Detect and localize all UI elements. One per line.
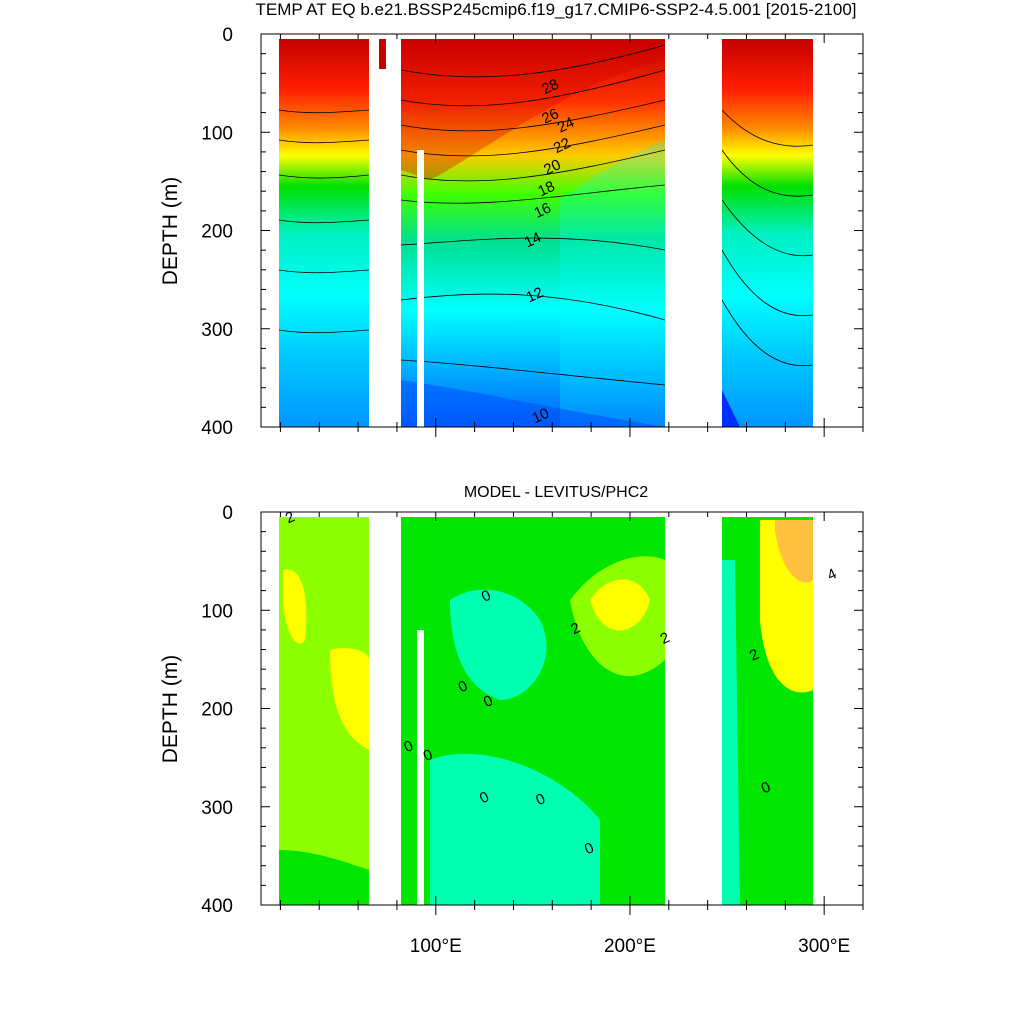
x-tick-label: 200°E: [604, 936, 656, 957]
land-mask-sumatra: [417, 150, 424, 427]
land-sliver: [379, 39, 386, 69]
y-tick-label: 400: [201, 896, 233, 917]
x-tick-label: 300°E: [798, 936, 850, 957]
atlantic-orange-anomaly: [775, 520, 813, 583]
contour-label: 20: [541, 156, 563, 178]
contour-label: 24: [555, 114, 577, 136]
indian-ocean-field: [279, 39, 369, 427]
land-mask-africa: [369, 34, 401, 427]
indian-yellow-anomaly: [330, 648, 369, 750]
east-pacific-warm-pool-edge: [401, 39, 665, 180]
top-x-ticks: [279, 34, 864, 437]
land-mask-americas: [665, 34, 722, 427]
y-tick-label: 400: [201, 418, 233, 439]
deep-cold-water: [401, 380, 665, 427]
contour-label: 26: [539, 105, 561, 127]
y-tick-label: 200: [201, 700, 233, 721]
top-y-ticks: 0 100 200 300 400: [201, 25, 863, 439]
temperature-contours: [278, 44, 814, 386]
contour-label: 12: [524, 284, 546, 306]
top-y-axis-label: DEPTH (m): [159, 177, 182, 286]
y-tick-label: 200: [201, 222, 233, 243]
y-tick-label: 100: [201, 123, 233, 144]
atlantic-ocean-field: [722, 39, 813, 427]
top-panel-title: TEMP AT EQ b.e21.BSSP245cmip6.f19_g17.CM…: [255, 0, 856, 19]
bottom-y-ticks: 0 100 200 300 400: [201, 503, 863, 917]
contour-label: 16: [531, 199, 553, 221]
bottom-y-axis-label: DEPTH (m): [159, 655, 182, 764]
y-tick-label: 300: [201, 320, 233, 341]
contour-label: 10: [530, 405, 552, 427]
pacific-east-yellow: [590, 579, 650, 631]
pacific-zero-band: [450, 589, 547, 700]
east-pacific-upwelling: [560, 140, 665, 427]
y-tick-label: 0: [222, 25, 233, 46]
pacific-ocean-field: [401, 39, 665, 427]
land-mask-sumatra-bottom: [417, 630, 424, 905]
contour-label: 22: [551, 135, 573, 157]
bottom-panel-title: MODEL - LEVITUS/PHC2: [464, 484, 648, 501]
y-tick-label: 100: [201, 601, 233, 622]
contour-label: 14: [522, 229, 544, 251]
y-tick-label: 0: [222, 503, 233, 524]
land-mask-americas-bottom: [665, 512, 722, 905]
bottom-x-ticks: 100°E 200°E 300°E: [279, 512, 864, 957]
pacific-deep-zero: [430, 753, 600, 905]
atlantic-deep-cold: [722, 390, 740, 427]
y-tick-label: 300: [201, 798, 233, 819]
contour-label: 18: [535, 178, 557, 200]
contour-label: 28: [539, 76, 561, 98]
land-mask-africa-bottom: [369, 512, 401, 905]
x-tick-label: 100°E: [410, 936, 462, 957]
indian-orange-anomaly: [283, 569, 307, 644]
atlantic-zero-edge: [722, 560, 740, 905]
